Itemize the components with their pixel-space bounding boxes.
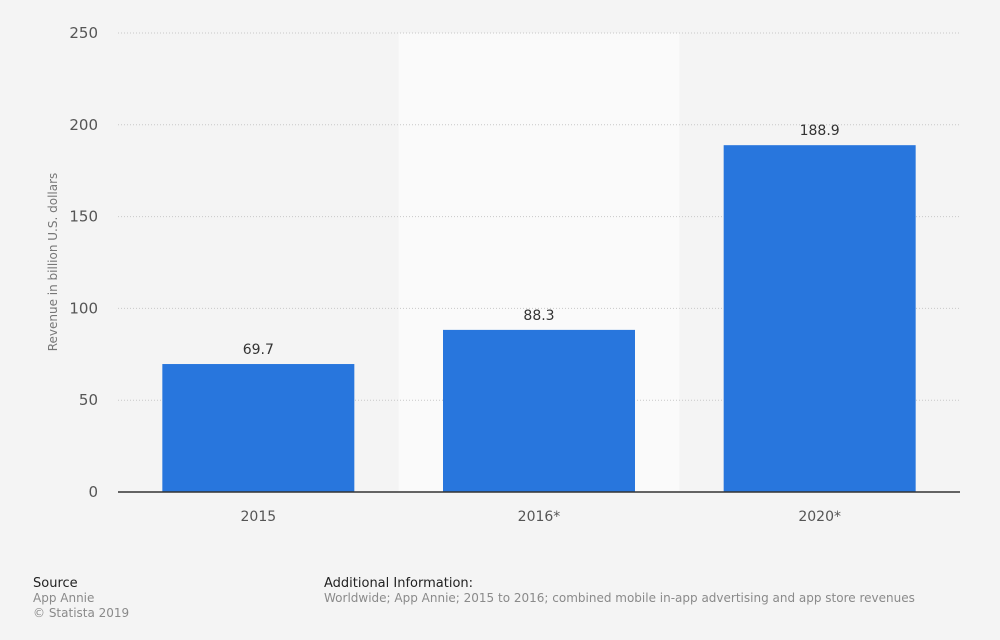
additional-info-heading: Additional Information: bbox=[324, 576, 474, 591]
source-heading: Source bbox=[33, 576, 78, 591]
x-tick-label: 2016* bbox=[518, 509, 561, 525]
source-block: Source App Annie © Statista 2019 bbox=[33, 576, 129, 621]
additional-info-text: Worldwide; App Annie; 2015 to 2016; comb… bbox=[324, 591, 915, 605]
bar-2015 bbox=[162, 364, 355, 492]
bar-2020* bbox=[723, 145, 916, 492]
y-tick-label: 250 bbox=[69, 24, 98, 42]
data-label: 88.3 bbox=[523, 308, 554, 324]
y-tick-label: 100 bbox=[69, 299, 98, 317]
y-axis-label: Revenue in billion U.S. dollars bbox=[46, 173, 60, 352]
bar-chart: 0 50 100 150 200 250 Revenue in billion U.S. d… bbox=[46, 24, 960, 525]
copyright-text: © Statista 2019 bbox=[33, 606, 130, 620]
data-label: 69.7 bbox=[243, 342, 274, 358]
data-label: 188.9 bbox=[800, 123, 840, 139]
y-tick-label: 0 bbox=[88, 483, 98, 501]
y-tick-label: 150 bbox=[69, 208, 98, 226]
y-tick-label: 50 bbox=[79, 391, 98, 409]
additional-info-block: Additional Information: Worldwide; App A… bbox=[324, 576, 915, 606]
source-text[interactable]: App Annie bbox=[33, 591, 95, 605]
x-tick-label: 2015 bbox=[241, 509, 277, 525]
y-tick-label: 200 bbox=[69, 116, 98, 134]
x-tick-label: 2020* bbox=[798, 509, 841, 525]
bar-2016* bbox=[443, 329, 635, 492]
